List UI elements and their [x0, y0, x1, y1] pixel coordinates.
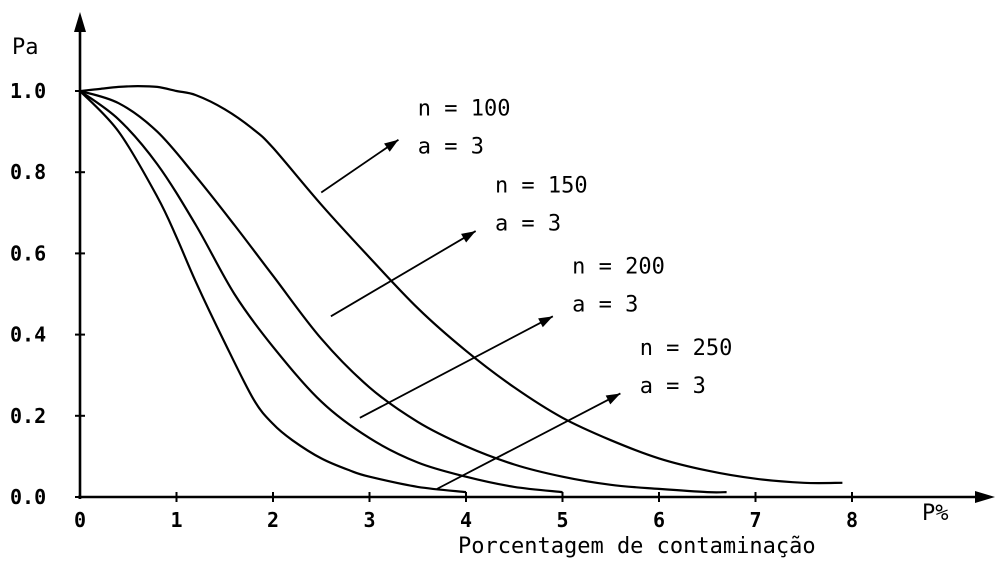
- annotation-a-label: a = 3: [572, 293, 638, 318]
- series-line-1: [79, 84, 843, 485]
- y-axis-arrow: [74, 12, 86, 32]
- annotation-arrow-line: [330, 230, 477, 318]
- x-tick-label: 1: [170, 508, 182, 532]
- annotation-arrowhead: [605, 393, 621, 405]
- x-tick-label: 7: [749, 508, 761, 532]
- annotation-arrow-line: [359, 315, 554, 419]
- series-line-4: [79, 90, 467, 494]
- x-tick-label: 6: [653, 508, 665, 532]
- y-tick-label: 0.2: [10, 404, 46, 428]
- x-tick-label: 5: [556, 508, 568, 532]
- annotation-arrowhead: [461, 231, 476, 243]
- x-tick-label: 2: [267, 508, 279, 532]
- x-tick-label: 8: [846, 508, 858, 532]
- annotation-a-label: a = 3: [640, 374, 706, 399]
- y-tick-label: 0.0: [10, 485, 46, 509]
- y-tick-label: 0.4: [10, 323, 46, 347]
- annotation-n-label: n = 200: [572, 255, 665, 280]
- annotation-arrowhead: [384, 139, 399, 152]
- y-tick-label: 0.8: [10, 160, 46, 184]
- annotation-a-label: a = 3: [418, 134, 484, 159]
- annotation-arrow-line: [320, 138, 399, 194]
- series-line-2: [79, 89, 727, 494]
- x-axis-title: Porcentagem de contaminação: [458, 534, 816, 559]
- y-tick-label: 0.6: [10, 241, 46, 265]
- y-tick-label: 1.0: [10, 79, 46, 103]
- annotation-arrow-line: [436, 392, 621, 490]
- x-tick-label: 0: [74, 508, 86, 532]
- annotation-arrowhead: [538, 316, 553, 328]
- axes: 0 1 2 3 4 5 6 7 8 0.0 0.2 0.4 0.6 0.8 1.0: [10, 12, 995, 532]
- annotation-n-label: n = 250: [640, 336, 733, 361]
- annotation-n-label: n = 150: [495, 174, 588, 199]
- x-tick-label: 4: [460, 508, 472, 532]
- annotation-n-label: n = 100: [418, 96, 511, 121]
- x-tick-label: 3: [363, 508, 375, 532]
- x-axis-arrow: [975, 491, 995, 503]
- annotation-a-label: a = 3: [495, 212, 561, 237]
- x-axis-unit: P%: [922, 501, 949, 526]
- y-axis-title: Pa: [12, 35, 39, 60]
- curves: [79, 84, 843, 494]
- series-line-3: [79, 90, 563, 494]
